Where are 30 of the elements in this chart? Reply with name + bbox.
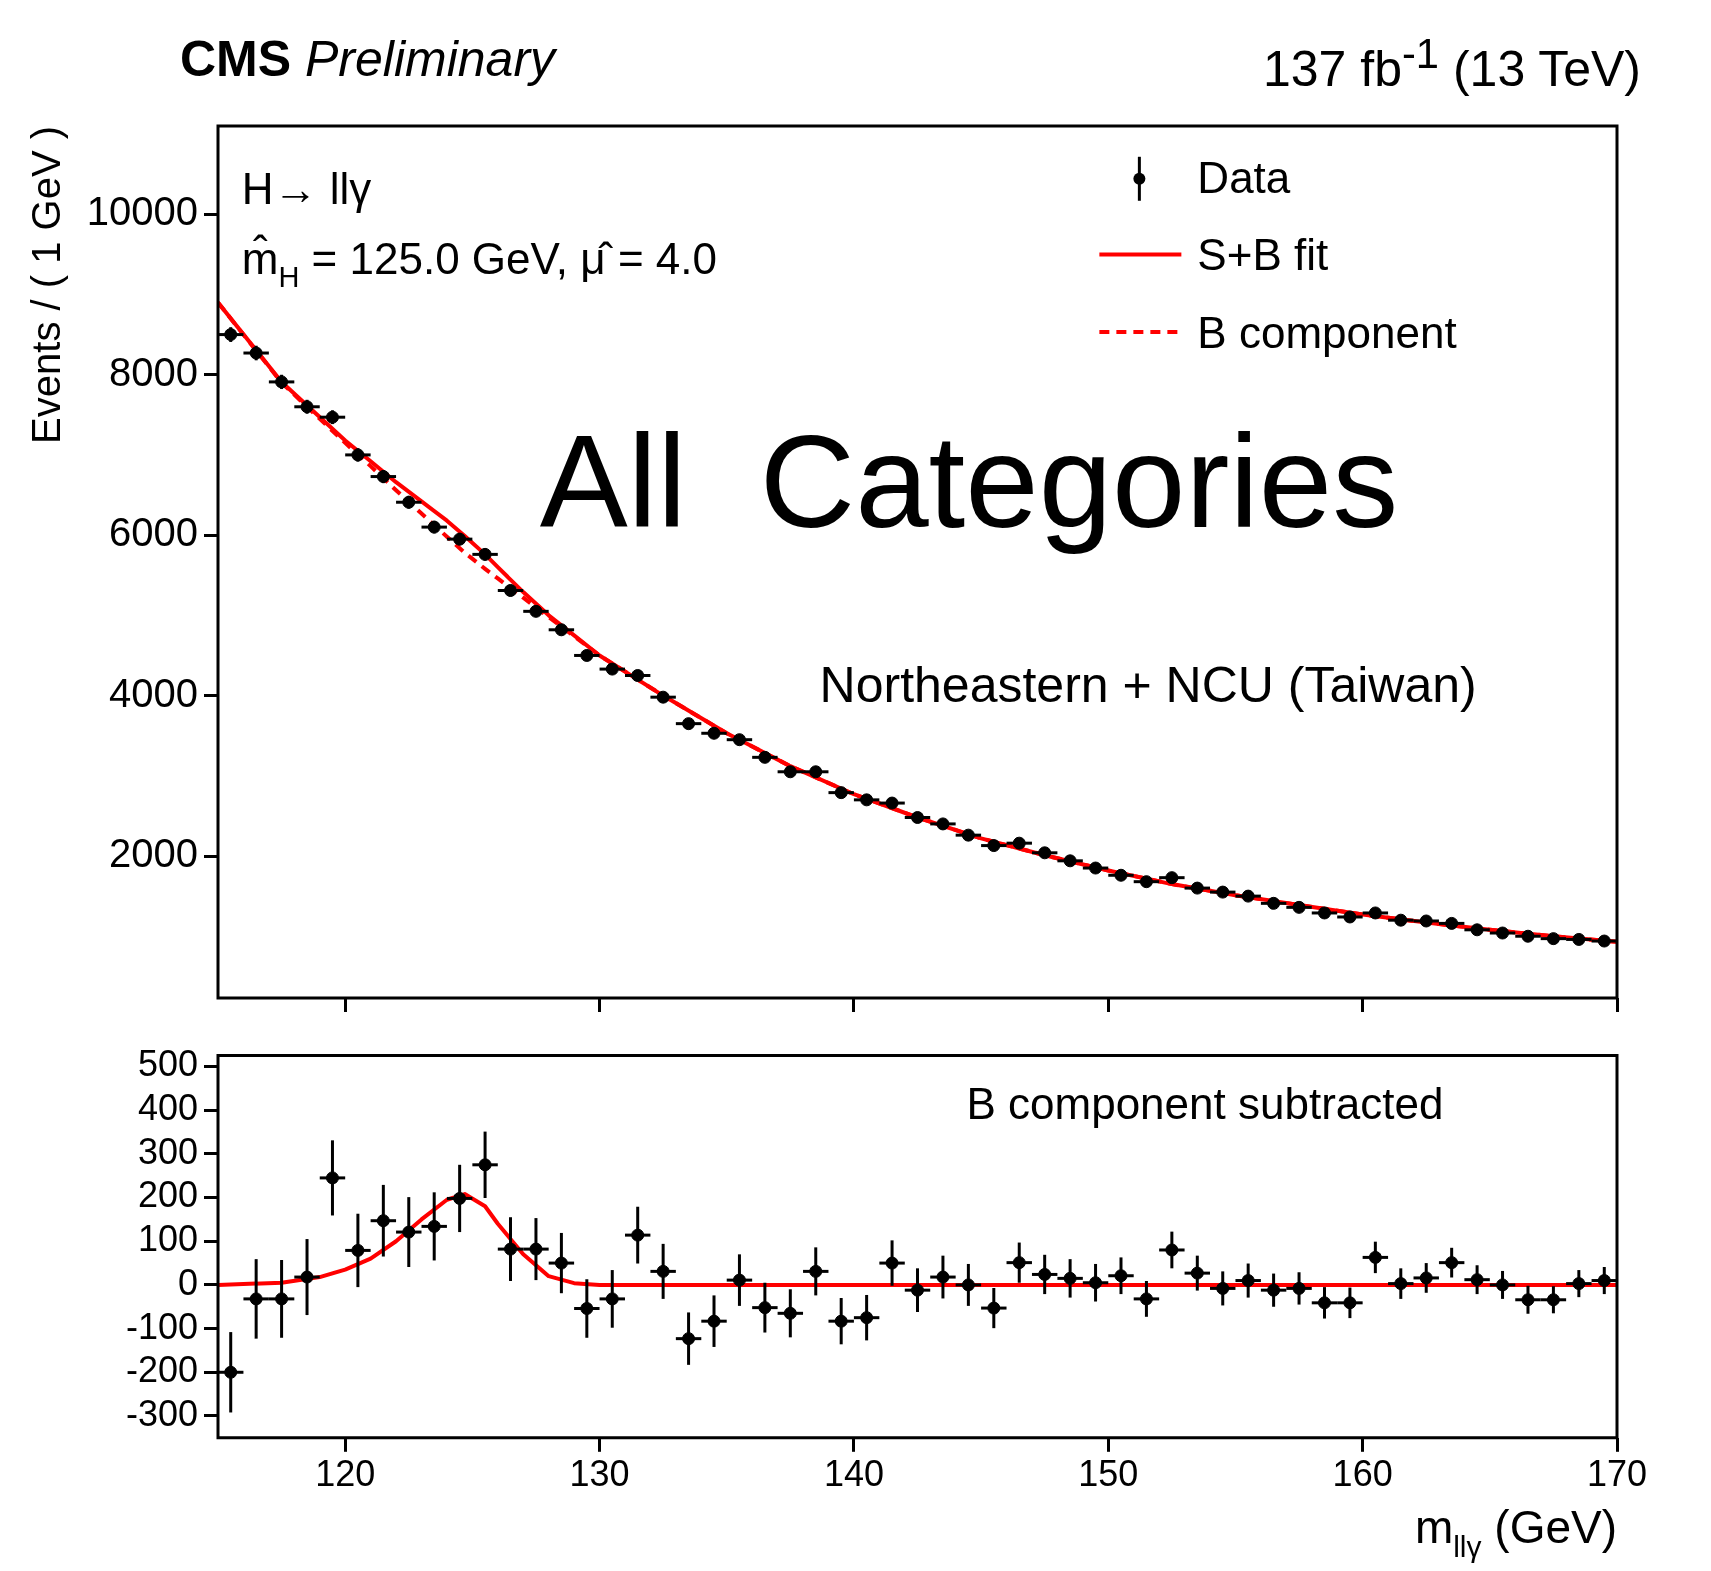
y-tick-label: 0: [177, 1261, 198, 1303]
annotation: All Categories: [539, 408, 1399, 556]
x-tick-label: 130: [569, 1453, 630, 1495]
legend-label: Data: [1197, 152, 1291, 202]
y-tick-label: 8000: [109, 349, 198, 394]
chart-subtitle: 137 fb$^{-1}$ (13 TeV): [1262, 30, 1641, 98]
y-tick-label: 400: [137, 1087, 198, 1129]
x-tick-label: 150: [1078, 1453, 1139, 1495]
y-tick-label: -200: [125, 1349, 198, 1391]
legend-label: S+B fit: [1197, 230, 1329, 280]
y-tick-label: 300: [137, 1130, 198, 1172]
x-tick-label: 160: [1332, 1453, 1393, 1495]
y-tick-label: -100: [125, 1305, 198, 1347]
x-tick-label: 170: [1586, 1453, 1648, 1495]
y-tick-label: 4000: [109, 670, 198, 715]
x-tick-label: 120: [315, 1453, 376, 1495]
y-tick-label: 500: [137, 1043, 198, 1085]
annotation: B component subtracted: [966, 1079, 1444, 1129]
legend-label: B component: [1197, 308, 1457, 357]
y-tick-label: 10000: [86, 189, 198, 234]
y-tick-label: 100: [137, 1218, 198, 1260]
annotation: H→ llγ: [241, 163, 372, 213]
y-tick-label: -300: [125, 1392, 198, 1434]
y-tick-label: 200: [137, 1174, 198, 1216]
y-axis-title: Events / ( 1 GeV ): [24, 126, 68, 444]
y-tick-label: 2000: [109, 831, 198, 876]
y-tick-label: 6000: [109, 510, 198, 555]
x-tick-label: 140: [823, 1453, 884, 1495]
annotation: Northeastern + NCU (Taiwan): [819, 656, 1477, 713]
chart-title: CMS Preliminary: [180, 31, 556, 87]
